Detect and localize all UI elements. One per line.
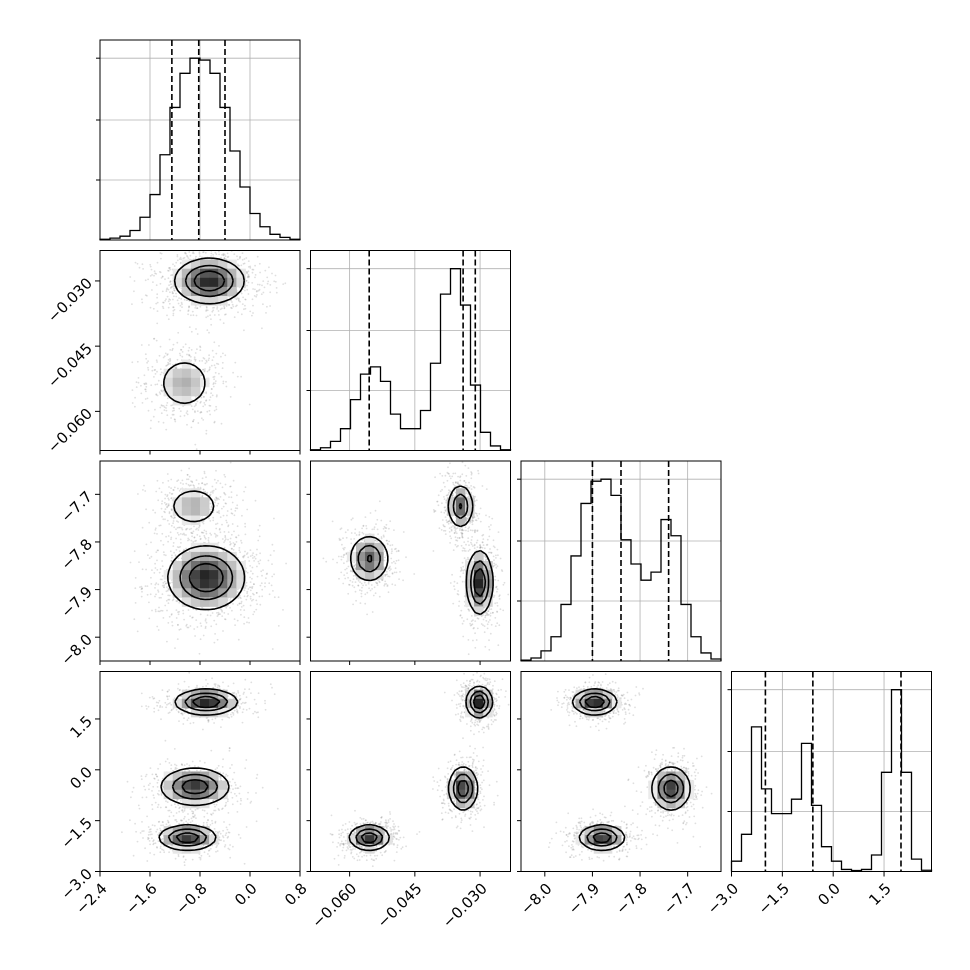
y-tick-label: 0.0 xyxy=(66,763,96,793)
y-tick-label: 1.5 xyxy=(66,712,96,742)
y-tick-label: −7.9 xyxy=(58,583,96,621)
axes-frame xyxy=(520,671,722,872)
axes-frame xyxy=(99,39,301,241)
joint-panel-1-3 xyxy=(310,671,511,872)
contour-level xyxy=(158,688,239,852)
histogram-panel-3 xyxy=(727,671,933,872)
joint-panel-0-3 xyxy=(99,671,301,872)
contour-level xyxy=(350,485,494,616)
joint-panel-2-3 xyxy=(520,671,722,872)
x-tick-label: −7.7 xyxy=(660,880,698,918)
x-tick-label: 0.8 xyxy=(281,880,311,910)
contour-level xyxy=(188,562,224,593)
joint-panel-0-2 xyxy=(99,460,301,662)
x-tick-label: −8.0 xyxy=(517,880,555,918)
histogram-panel-1 xyxy=(306,250,512,451)
density-contours xyxy=(167,490,246,611)
contour-level xyxy=(355,690,490,847)
contour-level xyxy=(360,694,486,844)
panels-layer xyxy=(96,39,933,872)
contour-level xyxy=(175,695,221,844)
y-tick-label: −0.060 xyxy=(44,405,96,457)
contour-level xyxy=(571,688,691,852)
x-tick-label: −7.8 xyxy=(612,880,650,918)
contour-level xyxy=(167,490,246,611)
contour-level xyxy=(193,270,226,292)
y-tick-label: −1.5 xyxy=(58,814,96,852)
y-tick-label: −0.030 xyxy=(44,274,96,326)
x-tick-label: −0.030 xyxy=(439,880,491,932)
x-tick-label: 0.0 xyxy=(231,880,261,910)
x-tick-label: 0.0 xyxy=(814,880,844,910)
density-contours xyxy=(350,485,494,616)
contour-level xyxy=(167,692,229,847)
contour-level xyxy=(348,685,494,852)
x-tick-label: −0.8 xyxy=(172,880,210,918)
x-tick-label: −0.045 xyxy=(374,880,426,932)
axes-frame xyxy=(520,460,722,662)
axes-frame xyxy=(310,460,511,662)
x-tick-label: −3.0 xyxy=(704,880,742,918)
joint-panel-0-1 xyxy=(99,250,301,451)
histogram-panel-2 xyxy=(517,460,722,662)
axes-frame xyxy=(310,671,511,872)
contour-level xyxy=(179,555,234,601)
contour-level xyxy=(184,264,234,298)
contour-level xyxy=(357,493,490,605)
y-tick-label: −7.8 xyxy=(58,535,96,573)
axes-frame xyxy=(731,671,932,872)
x-tick-label: −1.5 xyxy=(755,880,793,918)
contour-level xyxy=(366,502,487,598)
density-contours xyxy=(348,685,494,852)
y-tick-label: −0.045 xyxy=(44,339,96,391)
histogram-step-line-1 xyxy=(309,268,512,451)
contour-level xyxy=(578,692,685,847)
density-contours xyxy=(571,688,691,852)
histogram-panel-0 xyxy=(96,39,301,241)
y-tick-label: −7.7 xyxy=(58,488,96,526)
density-contours xyxy=(158,688,239,852)
histogram-step-line-0 xyxy=(99,57,301,240)
joint-panel-1-2 xyxy=(310,460,511,662)
y-tick-label: −8.0 xyxy=(58,630,96,668)
x-tick-label: −1.6 xyxy=(122,880,160,918)
contour-level xyxy=(584,695,679,844)
axes-frame xyxy=(310,250,511,451)
x-tick-label: 1.5 xyxy=(865,880,895,910)
contour-level xyxy=(163,257,245,405)
density-contours xyxy=(163,257,245,405)
x-tick-label: −0.060 xyxy=(308,880,360,932)
x-tick-label: −7.9 xyxy=(565,880,603,918)
